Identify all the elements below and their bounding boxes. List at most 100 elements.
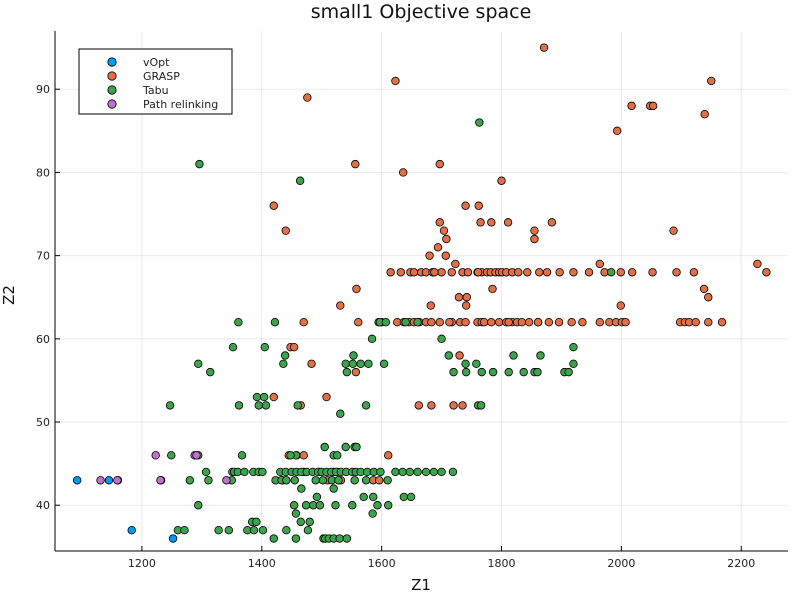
data-point (352, 284, 361, 294)
data-point (279, 359, 288, 368)
data-point (228, 342, 238, 352)
data-point (315, 501, 325, 510)
data-point (214, 526, 223, 535)
data-point (335, 534, 344, 543)
data-point (386, 268, 395, 277)
data-point (258, 526, 268, 535)
data-point (398, 467, 407, 477)
data-point (704, 293, 713, 302)
data-point (286, 451, 295, 460)
legend-label: Tabu (142, 84, 169, 97)
data-point (269, 392, 278, 402)
data-point (299, 451, 308, 460)
data-point (462, 293, 471, 302)
data-point (427, 401, 436, 410)
data-point (461, 201, 470, 210)
data-point (426, 301, 435, 310)
data-point (487, 318, 496, 327)
x-tick-label: 2200 (727, 557, 755, 570)
data-point (237, 451, 247, 460)
data-point (544, 318, 554, 327)
data-point (383, 476, 392, 485)
data-point (318, 476, 328, 485)
legend-label: vOpt (143, 56, 170, 69)
data-point (455, 351, 464, 360)
data-point (567, 318, 576, 327)
data-point (350, 476, 359, 485)
data-point (473, 268, 483, 277)
series-grasp (269, 43, 771, 485)
data-point (249, 526, 259, 535)
data-point (291, 534, 301, 543)
data-point (435, 318, 444, 327)
legend-label: GRASP (143, 70, 180, 83)
data-point (391, 76, 400, 86)
data-point (627, 268, 637, 277)
data-point (509, 351, 518, 360)
data-point (487, 218, 496, 227)
data-point (192, 451, 201, 460)
data-point (303, 526, 313, 535)
data-point (342, 367, 352, 377)
data-point (270, 318, 280, 327)
data-point (413, 467, 422, 477)
data-point (700, 109, 709, 119)
data-point (539, 43, 549, 52)
data-point (322, 392, 331, 402)
data-point (401, 318, 410, 327)
data-point (336, 301, 345, 310)
y-tick-label: 60 (36, 333, 50, 346)
data-point (689, 268, 699, 277)
data-point (240, 467, 249, 477)
data-point (333, 451, 342, 460)
data-point (234, 318, 243, 327)
data-point (569, 268, 578, 277)
data-point (691, 318, 700, 327)
data-point (413, 318, 422, 327)
data-point (254, 401, 263, 410)
data-point (421, 467, 431, 477)
data-point (564, 367, 573, 377)
data-point (444, 351, 453, 360)
data-point (536, 351, 545, 360)
data-point (376, 467, 385, 477)
data-point (361, 401, 371, 410)
data-point (297, 484, 306, 493)
data-point (329, 484, 338, 493)
data-point (348, 501, 357, 510)
data-point (299, 318, 308, 327)
data-point (672, 268, 681, 277)
data-point (375, 476, 384, 485)
data-point (331, 501, 340, 510)
data-point (224, 526, 234, 535)
data-point (429, 467, 438, 477)
data-point (616, 268, 625, 277)
data-point (406, 492, 416, 502)
data-point (479, 318, 489, 327)
data-point (168, 534, 178, 543)
data-point (449, 367, 458, 377)
data-point (477, 367, 486, 377)
data-point (463, 268, 473, 277)
data-point (627, 101, 636, 111)
data-point (368, 509, 377, 518)
x-tick-label: 1600 (368, 557, 396, 570)
data-point (289, 501, 299, 510)
y-tick-label: 90 (36, 83, 50, 96)
data-point (425, 251, 434, 260)
data-point (384, 501, 393, 510)
x-axis-title: Z1 (411, 576, 431, 594)
data-point (293, 401, 302, 410)
data-point (396, 268, 406, 277)
data-point (475, 118, 484, 127)
data-point (151, 451, 160, 460)
data-point (204, 476, 213, 485)
y-axis-title: Z2 (0, 285, 18, 305)
data-point (435, 159, 444, 169)
data-point (445, 318, 454, 327)
data-point (442, 234, 451, 244)
data-point (222, 476, 231, 485)
data-point (530, 234, 539, 244)
data-point (96, 476, 105, 485)
data-point (260, 342, 269, 352)
